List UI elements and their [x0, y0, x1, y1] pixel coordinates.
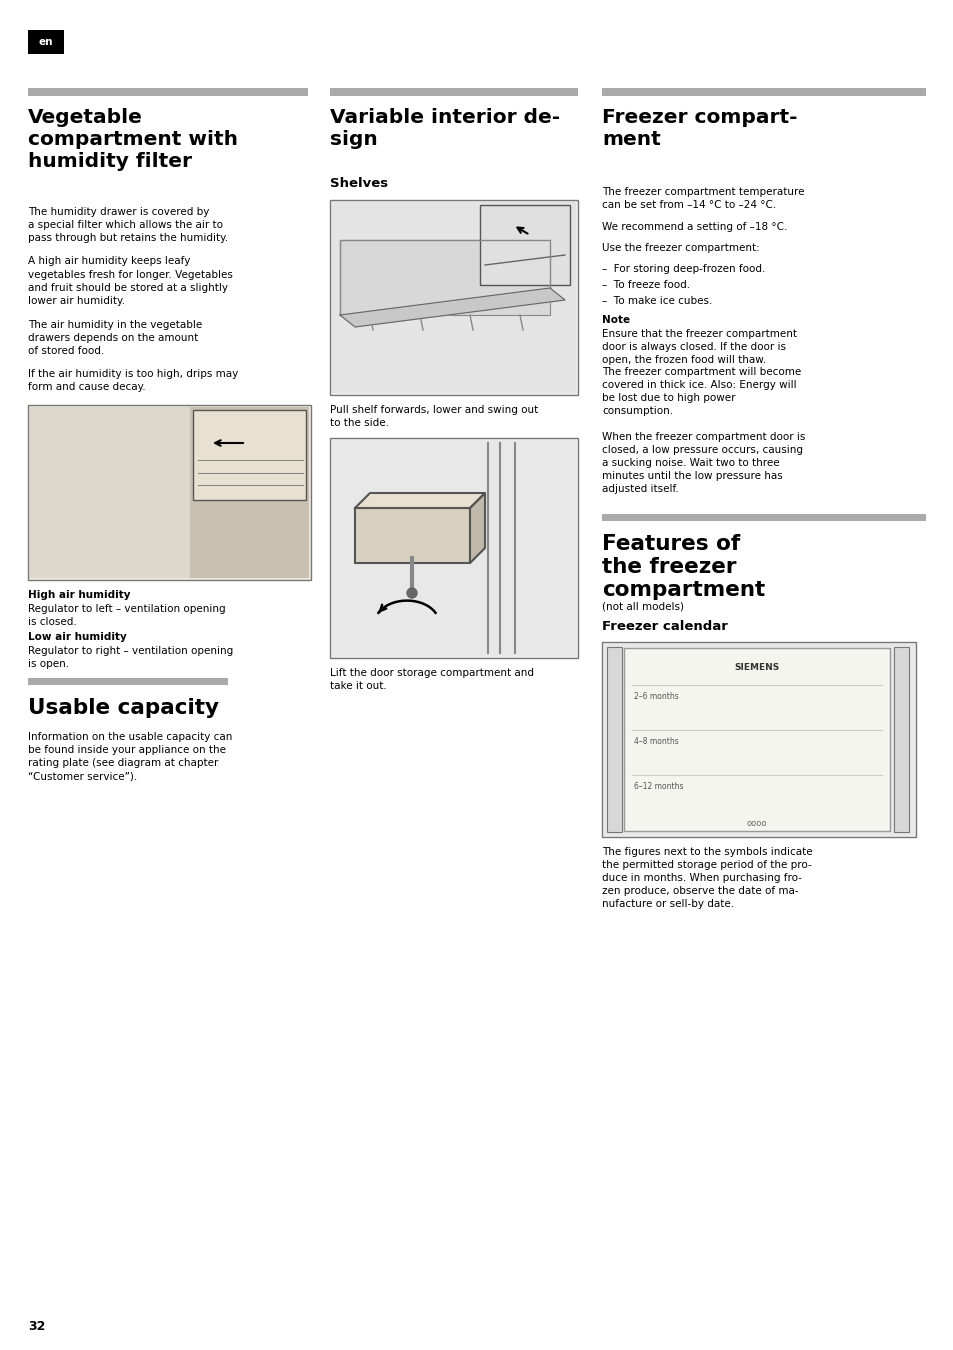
Text: 32: 32 — [28, 1320, 46, 1332]
Polygon shape — [355, 493, 484, 508]
Bar — [603, 644, 913, 836]
Bar — [332, 202, 576, 393]
Text: The freezer compartment temperature
can be set from –14 °C to –24 °C.: The freezer compartment temperature can … — [601, 188, 803, 211]
Text: The humidity drawer is covered by
a special filter which allows the air to
pass : The humidity drawer is covered by a spec… — [28, 207, 228, 243]
Text: Variable interior de-
sign: Variable interior de- sign — [330, 108, 559, 148]
Bar — [28, 678, 228, 684]
Circle shape — [407, 589, 416, 598]
Bar — [636, 740, 651, 755]
Bar — [330, 88, 578, 96]
Text: Lift the door storage compartment and
take it out.: Lift the door storage compartment and ta… — [330, 668, 534, 691]
Bar — [330, 200, 578, 396]
Bar — [658, 740, 673, 755]
Text: Regulator to right – ventilation opening
is open.: Regulator to right – ventilation opening… — [28, 647, 233, 668]
Bar — [38, 510, 183, 518]
Text: We recommend a setting of –18 °C.: We recommend a setting of –18 °C. — [601, 221, 786, 232]
Text: Freezer calendar: Freezer calendar — [601, 620, 727, 633]
Text: High air humidity: High air humidity — [28, 590, 131, 599]
Bar — [28, 30, 64, 54]
Text: –  To freeze food.: – To freeze food. — [601, 279, 689, 290]
Bar — [330, 437, 578, 657]
Text: SIEMENS: SIEMENS — [734, 663, 779, 672]
FancyArrow shape — [108, 539, 148, 551]
Bar — [893, 647, 908, 832]
Text: Ensure that the freezer compartment
door is always closed. If the door is
open, : Ensure that the freezer compartment door… — [601, 329, 801, 416]
Text: Vegetable
compartment with
humidity filter: Vegetable compartment with humidity filt… — [28, 108, 237, 171]
Bar — [38, 460, 183, 468]
Bar — [701, 784, 718, 799]
Bar — [679, 740, 696, 755]
Text: Shelves: Shelves — [330, 177, 388, 190]
Bar — [355, 508, 470, 563]
Text: The air humidity in the vegetable
drawers depends on the amount
of stored food.: The air humidity in the vegetable drawer… — [28, 320, 202, 356]
Bar — [28, 405, 311, 580]
Text: Regulator to left – ventilation opening
is closed.: Regulator to left – ventilation opening … — [28, 603, 226, 626]
Text: Use the freezer compartment:: Use the freezer compartment: — [601, 243, 759, 252]
Text: Pull shelf forwards, lower and swing out
to the side.: Pull shelf forwards, lower and swing out… — [330, 405, 537, 428]
Text: (not all models): (not all models) — [601, 602, 683, 612]
Bar — [636, 784, 651, 799]
Text: The figures next to the symbols indicate
the permitted storage period of the pro: The figures next to the symbols indicate… — [601, 846, 812, 909]
Text: Features of
the freezer
compartment: Features of the freezer compartment — [601, 535, 764, 601]
Text: Note: Note — [601, 315, 630, 325]
Text: en: en — [39, 36, 53, 47]
Text: A high air humidity keeps leafy
vegetables fresh for longer. Vegetables
and frui: A high air humidity keeps leafy vegetabl… — [28, 256, 233, 306]
Text: Information on the usable capacity can
be found inside your appliance on the
rat: Information on the usable capacity can b… — [28, 732, 233, 782]
Text: Usable capacity: Usable capacity — [28, 698, 219, 718]
Bar — [38, 485, 183, 493]
Text: 4–8 months: 4–8 months — [634, 737, 678, 747]
Bar — [601, 514, 925, 521]
Text: –  For storing deep-frozen food.: – For storing deep-frozen food. — [601, 265, 764, 274]
Polygon shape — [339, 288, 564, 327]
Bar — [601, 643, 915, 837]
Bar — [190, 406, 309, 578]
Bar — [679, 784, 696, 799]
Bar — [623, 648, 889, 832]
Text: If the air humidity is too high, drips may
form and cause decay.: If the air humidity is too high, drips m… — [28, 369, 238, 393]
Text: Freezer compart-
ment: Freezer compart- ment — [601, 108, 797, 148]
Bar — [601, 88, 925, 96]
Bar — [479, 205, 569, 285]
Bar — [701, 740, 718, 755]
Bar — [339, 240, 550, 315]
Text: oooo: oooo — [746, 819, 766, 828]
Bar — [332, 440, 576, 656]
Bar — [28, 88, 308, 96]
Polygon shape — [470, 493, 484, 563]
Bar — [701, 695, 718, 709]
Text: –  To make ice cubes.: – To make ice cubes. — [601, 296, 712, 306]
Bar — [658, 695, 673, 709]
Bar — [193, 410, 306, 500]
Text: 6–12 months: 6–12 months — [634, 782, 682, 791]
Text: When the freezer compartment door is
closed, a low pressure occurs, causing
a su: When the freezer compartment door is clo… — [601, 432, 804, 494]
Bar — [38, 435, 183, 443]
Bar — [658, 784, 673, 799]
Bar — [636, 695, 651, 709]
Text: 2–6 months: 2–6 months — [634, 693, 678, 701]
Bar — [721, 664, 791, 676]
Text: Low air humidity: Low air humidity — [28, 632, 127, 643]
Bar — [606, 647, 621, 832]
Bar — [679, 695, 696, 709]
Bar — [30, 406, 190, 578]
